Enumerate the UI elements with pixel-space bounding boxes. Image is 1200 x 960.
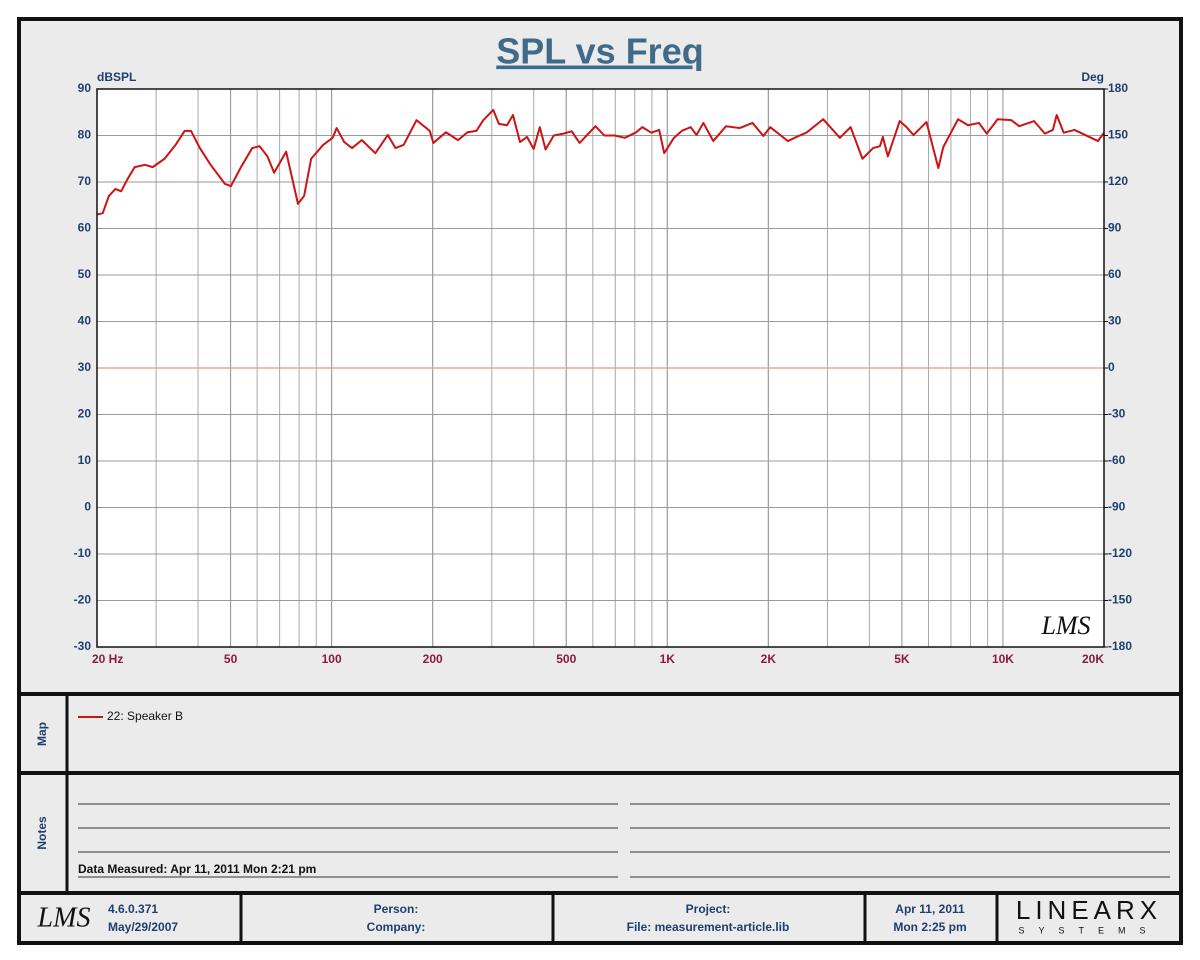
x-tick-label: 50 [224,652,238,666]
y-axis-label: dBSPL [97,70,136,84]
y-tick-label: 90 [78,81,92,95]
x-tick-label: 100 [322,652,342,666]
x-tick-label: 20 Hz [92,652,123,666]
y-tick-label: 50 [78,267,92,281]
note-lines [78,803,1170,878]
y-tick-label: 80 [78,128,92,142]
y2-tick-label: 60 [1108,267,1122,281]
version: 4.6.0.371 [108,902,158,916]
data-measured: Data Measured: Apr 11, 2011 Mon 2:21 pm [78,862,316,876]
y-tick-label: 30 [78,360,92,374]
y2-tick-label: -180 [1108,639,1132,653]
y2-tick-label: 90 [1108,221,1122,235]
map-label: Map [35,722,49,746]
footer-dividers [239,893,999,943]
y2-tick-label: -60 [1108,453,1126,467]
time: Mon 2:25 pm [893,920,966,934]
x-tick-label: 10K [992,652,1014,666]
brand: LINEARX [1016,895,1162,925]
x-tick-label: 20K [1082,652,1104,666]
y2-tick-label: -90 [1108,500,1126,514]
y-tick-label: 10 [78,453,92,467]
y-tick-label: 20 [78,407,92,421]
data-line [96,108,1105,216]
build-date: May/29/2007 [108,920,178,934]
chart-title: SPL vs Freq [496,31,703,72]
footer-logo: LMS [37,902,91,933]
y2-tick-label: 180 [1108,81,1128,95]
brand-sub: SYSTEMS [1018,925,1159,935]
y2-tick-label: 150 [1108,128,1128,142]
plot-logo: LMS [1040,611,1090,640]
y2-tick-label: 30 [1108,314,1122,328]
x-tick-label: 200 [423,652,443,666]
y2-tick-label: 0 [1108,360,1115,374]
notes-label: Notes [35,816,49,850]
person: Person: [374,902,419,916]
y-tick-label: 60 [78,221,92,235]
y-tick-label: 0 [84,500,91,514]
y2-tick-label: -120 [1108,546,1132,560]
y2-axis-label: Deg [1081,70,1104,84]
x-tick-label: 2K [761,652,777,666]
x-tick-label: 5K [894,652,910,666]
y-tick-label: 40 [78,314,92,328]
project: Project: [686,902,731,916]
y-tick-label: 70 [78,174,92,188]
company: Company: [367,920,426,934]
x-tick-label: 1K [660,652,676,666]
y-tick-label: -10 [74,546,92,560]
y2-tick-label: 120 [1108,174,1128,188]
legend-label: 22: Speaker B [107,709,183,723]
file: File: measurement-article.lib [627,920,790,934]
x-tick-label: 500 [556,652,576,666]
y2-tick-label: -150 [1108,593,1132,607]
y2-tick-label: -30 [1108,407,1126,421]
date: Apr 11, 2011 [895,902,965,916]
y-tick-label: -30 [74,639,92,653]
marks [96,108,1105,369]
y-tick-label: -20 [74,593,92,607]
